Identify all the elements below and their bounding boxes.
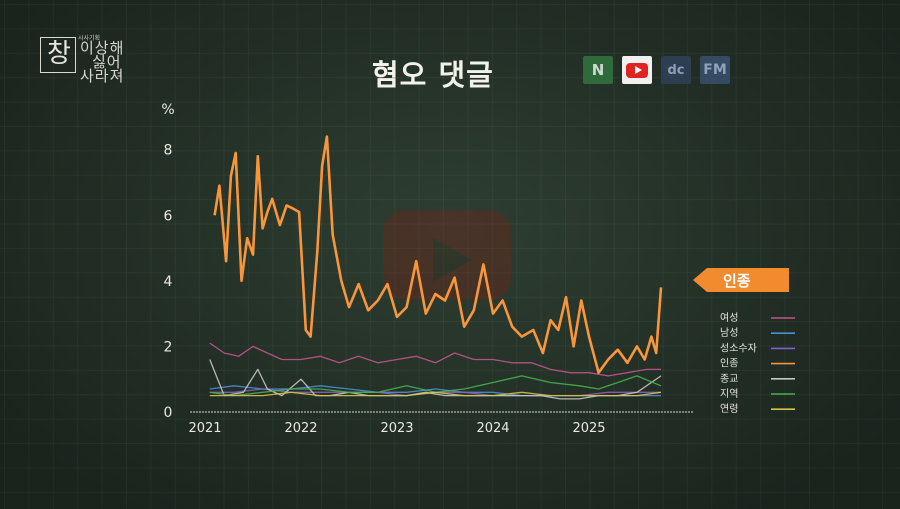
logo-line-3: 사라져 xyxy=(80,67,125,85)
youtube-play-icon xyxy=(626,62,648,78)
logo-frame xyxy=(40,37,76,73)
logo-mark: 창 xyxy=(47,39,71,69)
dcinside-icon: dc xyxy=(661,56,691,84)
x-tick-label: 2025 xyxy=(572,421,605,436)
legend-label: 남성 xyxy=(720,327,738,339)
youtube-watermark-icon xyxy=(383,210,511,300)
legend-label: 인종 xyxy=(720,358,738,370)
dcinside-label: dc xyxy=(667,62,685,78)
legend-label: 지역 xyxy=(720,388,738,400)
naver-icon: N xyxy=(583,56,613,84)
legend-label: 성소수자 xyxy=(720,342,757,354)
y-axis-label: % xyxy=(161,102,174,118)
naver-label: N xyxy=(591,61,605,79)
highlight-tag-label: 인종 xyxy=(723,272,751,290)
x-tick-label: 2023 xyxy=(380,421,413,436)
program-logo: 창 시사기획 이상해 싫어 사라져 xyxy=(40,33,145,85)
highlight-tag: 인종 xyxy=(693,268,789,292)
series-line-4 xyxy=(213,135,663,374)
youtube-icon xyxy=(622,56,652,84)
x-tick-label: 2022 xyxy=(284,421,317,436)
y-tick-label: 0 xyxy=(164,405,173,421)
y-tick-label: 8 xyxy=(164,143,173,159)
series-line-1 xyxy=(209,342,661,377)
x-tick-label: 2021 xyxy=(188,421,221,436)
y-tick-label: 4 xyxy=(164,274,173,290)
logo-small-text: 시사기획 xyxy=(78,35,101,42)
fmkorea-label: FM xyxy=(703,62,727,78)
x-tick-label: 2024 xyxy=(476,421,509,436)
series-line-7 xyxy=(209,391,662,397)
series-line-5 xyxy=(209,359,662,400)
series-line-6 xyxy=(209,375,662,397)
chart-title: 혐오 댓글 xyxy=(372,58,494,92)
legend-label: 여성 xyxy=(720,312,738,324)
y-tick-label: 6 xyxy=(164,208,173,224)
legend-label: 연령 xyxy=(720,403,738,415)
legend-label: 종교 xyxy=(720,373,738,385)
tag-arrow-icon xyxy=(693,268,789,292)
logo-line-2: 싫어 xyxy=(92,53,122,71)
logo-line-1: 이상해 xyxy=(80,39,125,57)
fmkorea-icon: FM xyxy=(700,56,730,84)
y-tick-label: 2 xyxy=(164,339,173,355)
